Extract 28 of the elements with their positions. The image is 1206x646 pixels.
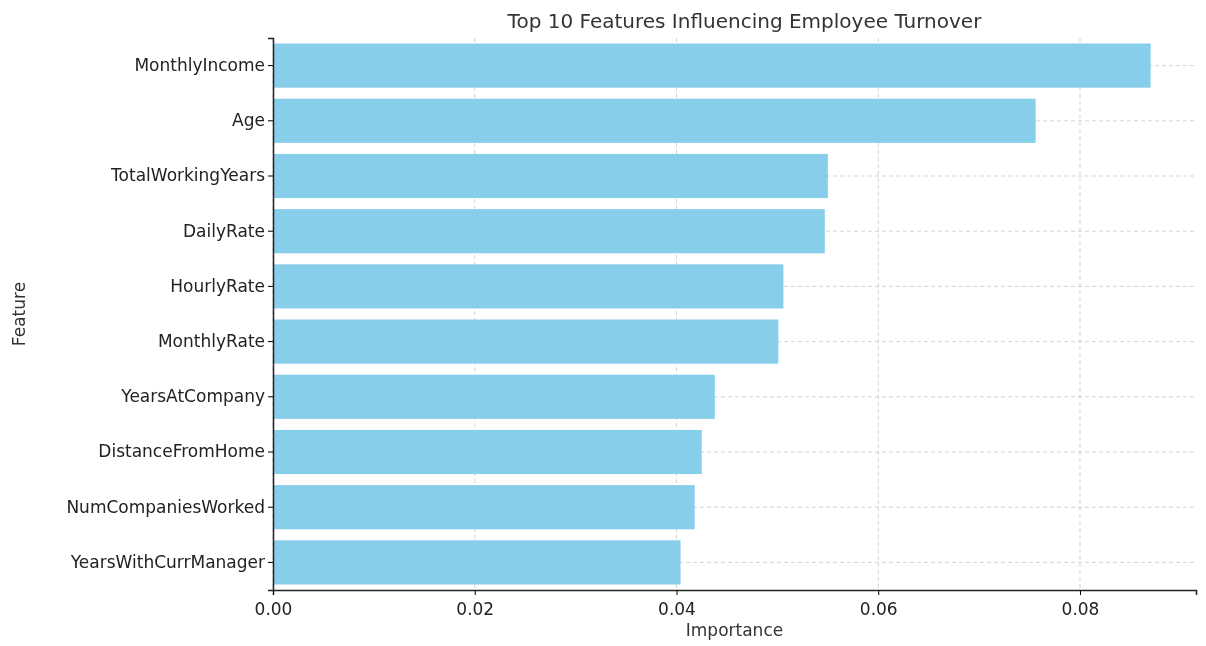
x-tick-label: 0.06: [859, 599, 898, 619]
bar: [273, 540, 681, 585]
y-tick-label: HourlyRate: [170, 275, 265, 296]
x-tick-label: 0.08: [1061, 599, 1100, 619]
x-tick-label: 0.04: [658, 599, 696, 619]
bar: [273, 209, 825, 254]
y-tick-label: YearsWithCurrManager: [69, 551, 265, 572]
bar: [273, 98, 1036, 143]
y-axis-title: Feature: [9, 281, 29, 347]
bar: [273, 153, 828, 199]
y-tick-label: MonthlyIncome: [134, 55, 265, 76]
y-tick-label: DistanceFromHome: [98, 441, 265, 462]
y-tick-label: YearsAtCompany: [120, 386, 265, 407]
bar: [273, 264, 784, 309]
bar: [273, 429, 702, 475]
bar: [273, 319, 779, 364]
x-axis-title: Importance: [685, 620, 784, 640]
y-tick-label: DailyRate: [183, 220, 265, 241]
bar: [273, 485, 695, 530]
x-tick-label: 0.02: [456, 599, 495, 619]
y-tick-label: NumCompaniesWorked: [66, 496, 265, 517]
x-tick-label: 0.00: [254, 599, 293, 619]
bar: [273, 43, 1151, 88]
y-tick-label: Age: [232, 110, 265, 131]
chart-title: Top 10 Features Influencing Employee Turnover: [506, 9, 983, 33]
y-tick-label: MonthlyRate: [157, 331, 265, 352]
y-tick-label: TotalWorkingYears: [110, 165, 266, 186]
bar: [273, 374, 715, 419]
